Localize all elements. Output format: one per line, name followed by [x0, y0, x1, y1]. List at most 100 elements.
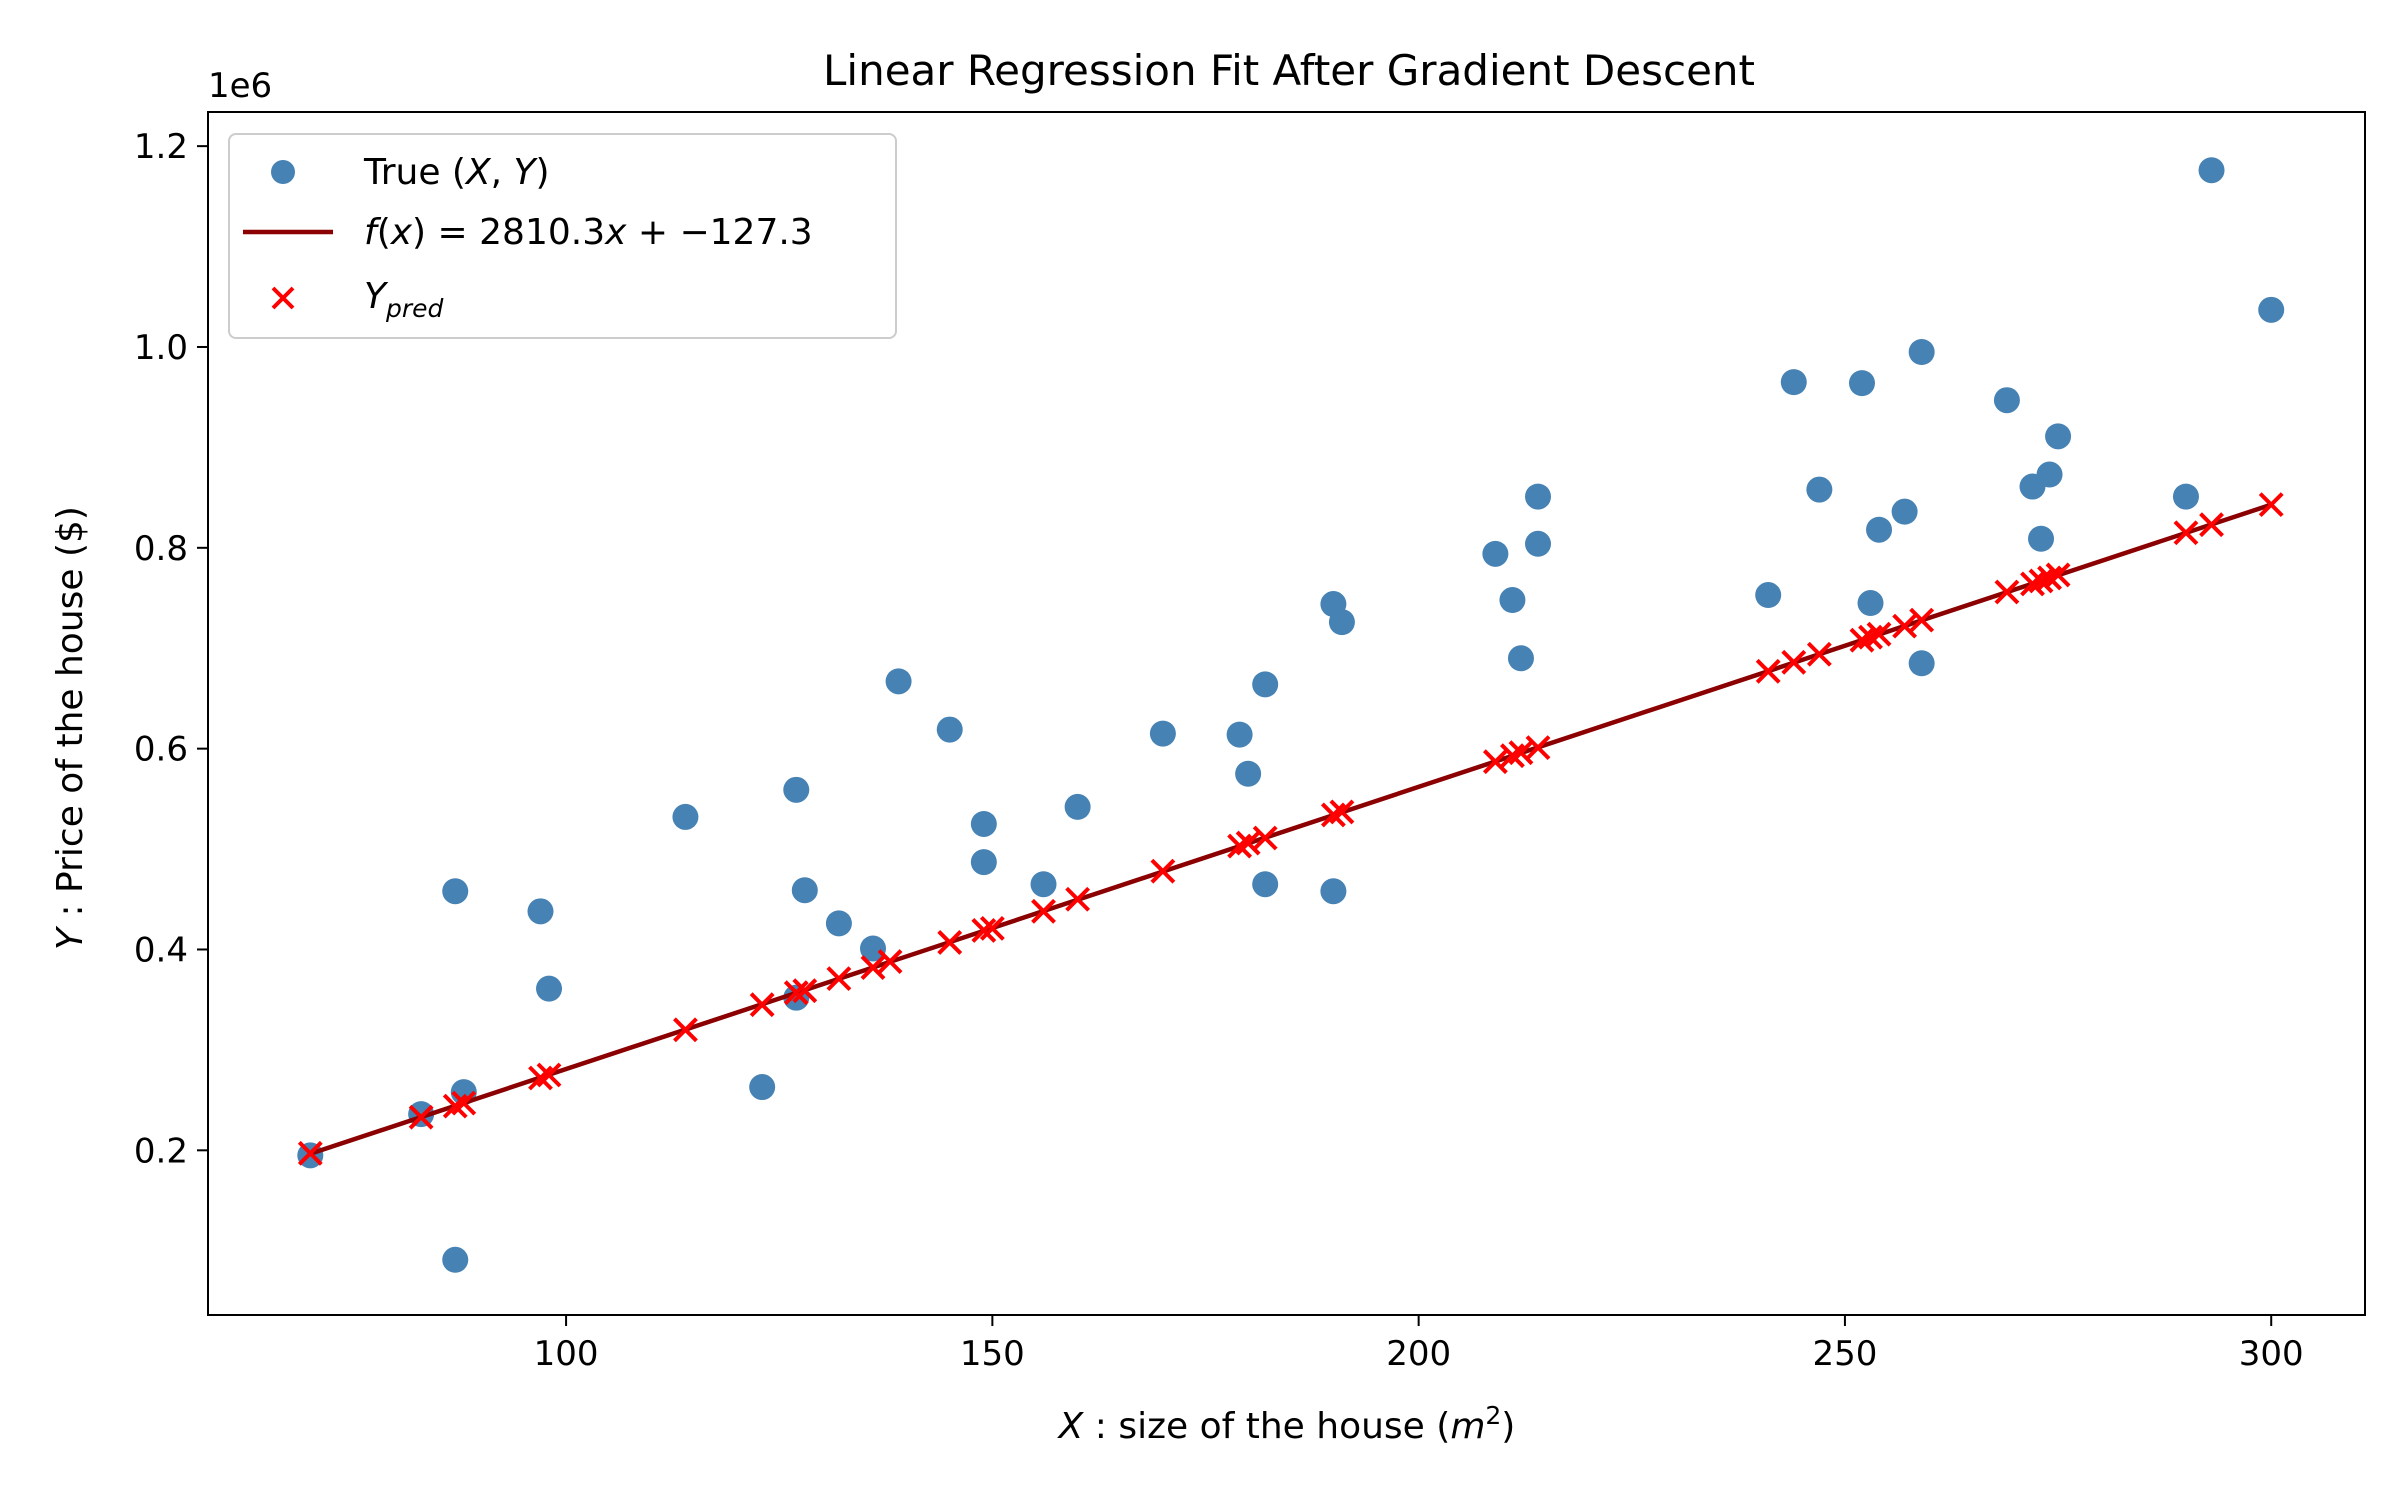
predicted-point — [826, 966, 852, 992]
true-data-point — [936, 716, 963, 743]
true-data-point — [1848, 370, 1875, 397]
x-axis-ticks: 100 150 200 250 300 — [534, 1315, 2304, 1374]
predicted-point — [783, 980, 809, 1006]
predicted-point — [2199, 512, 2224, 538]
true-data-point — [1908, 650, 1935, 677]
true-data-point — [1507, 645, 1534, 672]
predicted-point — [1866, 621, 1892, 647]
true-data-point — [1320, 878, 1347, 905]
predicted-point — [937, 930, 963, 955]
true-data-point — [885, 668, 912, 695]
true-data-point — [1252, 871, 1279, 898]
predicted-point — [2028, 568, 2054, 594]
true-data-point — [2198, 157, 2225, 184]
true-data-point — [1780, 369, 1807, 396]
y-axis-ticks: 0.2 0.4 0.6 0.8 1.0 1.2 — [134, 127, 208, 1171]
x-axis-label: X : size of the house (m2) — [1057, 1401, 1516, 1447]
predicted-point — [1065, 886, 1091, 912]
predicted-point — [1508, 740, 1534, 766]
y-tick-label: 1.0 — [134, 328, 188, 368]
legend-true-label: True (X, Y) — [363, 152, 550, 193]
predicted-point — [1755, 658, 1781, 684]
predicted-point — [1252, 825, 1278, 851]
legend-frame — [228, 133, 897, 339]
true-data-point — [2045, 423, 2072, 450]
true-data-point — [783, 776, 810, 803]
true-data-point — [2258, 296, 2285, 323]
true-data-point — [1482, 540, 1509, 567]
true-data-point — [1908, 338, 1935, 365]
predicted-point — [536, 1062, 562, 1088]
true-data-point — [970, 849, 997, 876]
legend-pred-label: Ypred — [364, 276, 444, 323]
true-data-point — [1226, 721, 1253, 748]
predicted-point — [1227, 833, 1253, 859]
x-tick-label: 150 — [960, 1334, 1025, 1374]
true-data-point — [1857, 590, 1884, 617]
legend-fit-label: f(x) = 2810.3x + −127.3 — [364, 212, 813, 253]
predicted-point — [1235, 830, 1261, 856]
true-data-point — [2036, 461, 2063, 488]
predicted-point — [1500, 743, 1525, 769]
true-data-point — [1866, 516, 1893, 543]
predicted-point — [1482, 749, 1508, 775]
true-data-point — [791, 877, 818, 904]
predicted-point — [408, 1104, 434, 1130]
predicted-point — [2045, 562, 2071, 588]
predicted-point — [528, 1065, 553, 1091]
true-data-point — [442, 1246, 469, 1273]
y-offset-label: 1e6 — [208, 66, 272, 106]
legend-true-marker — [271, 160, 295, 184]
predicted-point — [451, 1090, 477, 1116]
predicted-point — [877, 949, 903, 974]
true-data-point — [1499, 587, 1526, 614]
true-data-point — [1235, 760, 1262, 787]
y-tick-label: 0.4 — [134, 930, 188, 970]
x-tick-label: 250 — [1812, 1334, 1877, 1374]
predicted-point — [1329, 799, 1355, 825]
chart-title: Linear Regression Fit After Gradient Des… — [823, 46, 1755, 95]
predicted-point — [2020, 571, 2045, 597]
true-data-point — [1030, 871, 1057, 898]
x-tick-label: 300 — [2239, 1334, 2304, 1374]
predicted-point — [1031, 898, 1056, 924]
predicted-point — [673, 1017, 698, 1043]
predicted-point — [860, 955, 886, 980]
predicted-point — [1858, 624, 1883, 650]
predicted-point — [297, 1140, 323, 1166]
predicted-point — [2173, 520, 2199, 546]
x-tick-label: 100 — [534, 1334, 599, 1374]
legend: True (X, Y) f(x) = 2810.3x + −127.3 Ypre… — [228, 133, 897, 339]
true-data-point — [1755, 582, 1782, 609]
predicted-point — [1849, 627, 1875, 653]
true-data-point — [1064, 793, 1091, 820]
y-tick-label: 0.2 — [134, 1131, 188, 1171]
predicted-point — [442, 1093, 468, 1119]
predicted-point — [1994, 579, 2020, 605]
y-axis-label: Y : Price of the house ($) — [50, 506, 91, 950]
true-data-point — [749, 1074, 776, 1101]
predicted-point — [1525, 735, 1551, 761]
predicted-point — [1909, 607, 1935, 633]
true-data-point — [1993, 387, 2020, 414]
true-data-point — [825, 910, 852, 937]
true-data-point — [1525, 530, 1552, 557]
true-data-point — [970, 810, 997, 837]
true-data-point — [1891, 498, 1918, 525]
predicted-point — [1892, 613, 1918, 639]
y-tick-label: 0.8 — [134, 529, 188, 569]
true-data-point — [536, 975, 563, 1002]
true-data-point — [527, 898, 554, 925]
predicted-point — [1781, 649, 1807, 675]
legend-pred-marker — [271, 286, 295, 310]
true-data-point — [860, 935, 887, 962]
predicted-point — [1150, 858, 1176, 884]
true-data-point — [1149, 720, 1176, 747]
predicted-point — [979, 915, 1005, 941]
predicted-point — [2258, 492, 2284, 518]
predicted-point — [792, 978, 818, 1004]
x-tick-label: 200 — [1386, 1334, 1451, 1374]
y-tick-label: 1.2 — [134, 127, 188, 167]
predicted-point — [2037, 565, 2062, 591]
true-data-point — [2172, 483, 2199, 510]
